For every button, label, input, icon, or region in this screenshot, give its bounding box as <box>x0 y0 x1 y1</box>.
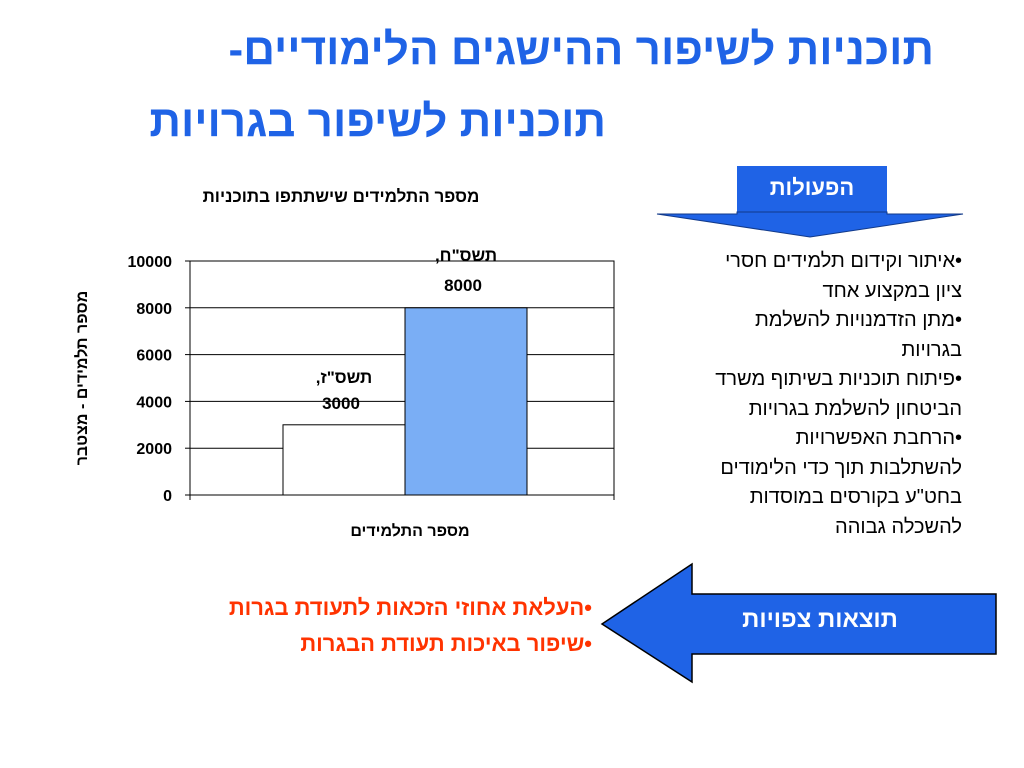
list-item: בחט"ע בקורסים במוסדות <box>749 486 962 508</box>
list-item: •העלאת אחוזי הזכאות לתעודת בגרות <box>228 595 592 620</box>
list-item: הביטחון להשלמת בגרויות <box>748 397 962 420</box>
chart-title: מספר התלמידים שישתתפו בתוכניות <box>202 187 480 206</box>
list-item: •הרחבת האפשרויות <box>795 427 962 449</box>
data-label: 8000 <box>444 276 482 295</box>
data-label: 3000 <box>322 394 360 413</box>
y-tick-label: 0 <box>163 488 172 505</box>
y-tick-label: 2000 <box>136 441 172 458</box>
list-item: בגרויות <box>901 338 962 361</box>
slide-title-line-1: תוכניות לשיפור ההישגים הלימודיים- <box>228 25 934 74</box>
y-tick-label: 8000 <box>136 301 172 318</box>
list-item: להשתלבות תוך כדי הלימודים <box>720 456 962 479</box>
list-item: •איתור וקידום תלמידים חסרי <box>725 250 962 272</box>
y-tick-label: 10000 <box>128 254 173 271</box>
bar <box>404 307 528 496</box>
actions-header-box: הפעולות <box>737 166 887 212</box>
bar <box>282 424 406 496</box>
data-label: תשס"ז, <box>316 368 372 387</box>
left-arrow-icon <box>600 562 997 684</box>
list-item: ציון במקצוע אחד <box>822 279 962 302</box>
list-item: •מתן הזדמנויות להשלמת <box>754 309 962 331</box>
results-label: תוצאות צפויות <box>742 606 898 633</box>
list-item: •שיפור באיכות תעודת הבגרות <box>300 631 592 656</box>
down-arrow-icon <box>656 211 964 238</box>
y-tick-label: 4000 <box>136 394 172 411</box>
outcomes-list: •העלאת אחוזי הזכאות לתעודת בגרות •שיפור … <box>229 590 592 662</box>
actions-bullet-list: •איתור וקידום תלמידים חסרי ציון במקצוע א… <box>602 247 962 542</box>
list-item: להשכלה גבוהה <box>835 515 962 538</box>
slide-title-line-2: תוכניות לשיפור בגרויות <box>149 97 606 146</box>
data-label: תשס"ח, <box>435 246 497 265</box>
y-tick-label: 6000 <box>136 348 172 365</box>
list-item: •פיתוח תוכניות בשיתוף משרד <box>715 368 962 390</box>
x-axis-label: מספר התלמידים <box>350 523 470 540</box>
